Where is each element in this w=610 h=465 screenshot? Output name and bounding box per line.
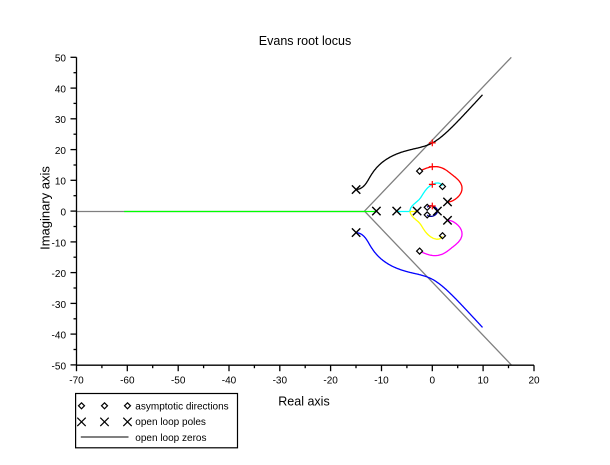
svg-text:0: 0 bbox=[430, 376, 436, 387]
svg-text:-50: -50 bbox=[52, 361, 67, 372]
svg-text:-50: -50 bbox=[171, 376, 186, 387]
svg-text:asymptotic directions: asymptotic directions bbox=[135, 402, 228, 413]
svg-text:10: 10 bbox=[478, 376, 490, 387]
svg-text:-40: -40 bbox=[222, 376, 237, 387]
svg-text:open loop zeros: open loop zeros bbox=[135, 433, 206, 444]
svg-text:-10: -10 bbox=[52, 238, 67, 249]
svg-text:-70: -70 bbox=[69, 376, 84, 387]
svg-text:20: 20 bbox=[55, 146, 67, 157]
svg-text:50: 50 bbox=[55, 54, 67, 65]
svg-text:0: 0 bbox=[60, 208, 66, 219]
svg-text:40: 40 bbox=[55, 85, 67, 96]
svg-text:Imaginary axis: Imaginary axis bbox=[38, 166, 53, 250]
svg-text:-10: -10 bbox=[374, 376, 389, 387]
svg-text:-40: -40 bbox=[52, 331, 67, 342]
svg-text:-60: -60 bbox=[120, 376, 135, 387]
svg-text:30: 30 bbox=[55, 115, 67, 126]
svg-text:-30: -30 bbox=[52, 300, 67, 311]
svg-text:-20: -20 bbox=[52, 269, 67, 280]
svg-text:20: 20 bbox=[528, 376, 540, 387]
svg-text:-20: -20 bbox=[323, 376, 338, 387]
svg-text:open loop poles: open loop poles bbox=[135, 417, 206, 428]
svg-text:10: 10 bbox=[55, 177, 67, 188]
svg-text:Evans root locus: Evans root locus bbox=[259, 34, 351, 48]
svg-text:-30: -30 bbox=[273, 376, 288, 387]
svg-text:Real axis: Real axis bbox=[278, 394, 329, 408]
